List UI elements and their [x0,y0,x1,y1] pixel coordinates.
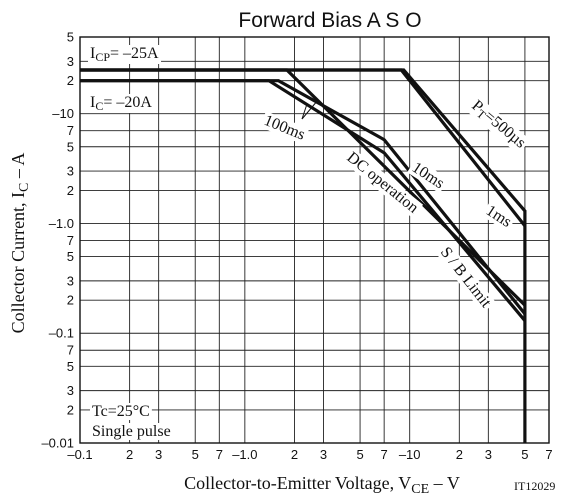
tc-label-text: Tc=25°C [92,403,150,420]
icp-label-bg [88,45,162,64]
ic-label-part: I [90,94,95,111]
x-axis-label: Collector-to-Emitter Voltage, VCE – V [184,473,460,497]
ms10-label-bg [407,158,449,194]
y-tick-label: –1.0 [49,216,74,231]
x-tick-label: 3 [320,447,327,462]
x-tick-label: 3 [485,447,492,462]
icp-label-part: I [90,45,95,62]
pt-label-bg [465,95,531,155]
x-tick-label: –0.1 [67,447,92,462]
y-tick-label: 7 [67,233,74,248]
y-tick-label: 7 [67,343,74,358]
x-axis-label-suffix: – V [429,473,460,493]
ic-label-text: IC= –20A [90,94,152,113]
y-tick-label: –0.01 [41,436,74,451]
y-tick-label: 3 [67,273,74,288]
y-tick-label: 5 [67,249,74,264]
x-tick-label: –10 [399,447,421,462]
tc-label-part: Tc=25°C [92,403,150,420]
x-tick-label: 7 [545,447,552,462]
ic-label: IC= –20A [88,94,155,113]
y-axis-label-suffix: – A [8,153,28,183]
dc-label-bg [341,147,424,218]
x-tick-labels: –0.1 2 3 5 7 –1.0 2 3 5 7 –10 2 3 5 7 [67,447,552,462]
ms100-leader-line [301,99,319,120]
y-tick-label: 3 [67,383,74,398]
y-tick-label: 5 [67,139,74,154]
icp-label-part: = –25A [110,45,159,62]
y-tick-label: 7 [67,123,74,138]
curve-dc-operation [80,79,527,322]
pulse-label-part: Single pulse [92,423,171,440]
tc-label: Tc=25°C [90,403,152,420]
x-tick-label: 2 [456,447,463,462]
pulse-label: Single pulse [90,423,173,440]
figure-id: IT12029 [514,479,555,493]
sb-label-bg [435,242,496,313]
ms100-label-text: 100ms [262,112,308,144]
y-axis-label: Collector Current, IC – A [8,153,32,334]
ic-label-part: = –20A [103,94,152,111]
y-axis-label-sub: C [17,183,32,192]
tc-label-bg [90,403,152,420]
y-axis-label-main: Collector Current, I [8,192,28,333]
y-tick-label: –0.1 [49,326,74,341]
y-tick-label: 3 [67,164,74,179]
pt-label: PT=500µs [465,95,531,155]
ms100-label-part: 100ms [262,112,308,144]
chart-title: Forward Bias A S O [238,9,421,32]
y-tick-label: 2 [67,73,74,88]
y-tick-label: –10 [52,106,74,121]
x-tick-label: 2 [126,447,133,462]
x-tick-label: 5 [192,447,199,462]
y-tick-label: 5 [67,359,74,374]
icp-label-text: ICP= –25A [90,45,159,64]
pulse-label-text: Single pulse [92,423,171,440]
ms100-label-bg [259,111,310,145]
y-tick-label: 3 [67,54,74,69]
y-tick-label: 2 [67,183,74,198]
curves [80,68,527,443]
pulse-label-bg [90,423,173,440]
y-tick-label: 2 [67,293,74,308]
ms100-label: 100ms [259,111,310,145]
x-tick-label: 7 [216,447,223,462]
x-tick-label: –1.0 [232,447,257,462]
x-axis-label-main: Collector-to-Emitter Voltage, V [184,473,411,493]
sb-label-part: S / B Limit [437,244,495,311]
sb-label-text: S / B Limit [437,244,495,311]
ic-label-bg [88,94,155,113]
x-tick-label: 2 [291,447,298,462]
x-tick-label: 5 [521,447,528,462]
x-tick-label: 3 [155,447,162,462]
y-tick-label: 2 [67,402,74,417]
y-tick-label: 5 [67,30,74,45]
plot-frame [79,36,550,444]
x-tick-label: 7 [381,447,388,462]
icp-label: ICP= –25A [88,45,162,64]
icp-label-part: CP [95,50,110,64]
pt-label-text: PT=500µs [467,97,529,153]
ms1-label-bg [481,201,517,232]
x-axis-label-sub: CE [411,482,429,497]
x-tick-label: 5 [356,447,363,462]
ic-label-part: C [95,99,103,113]
ms100-leader-line [301,103,308,120]
